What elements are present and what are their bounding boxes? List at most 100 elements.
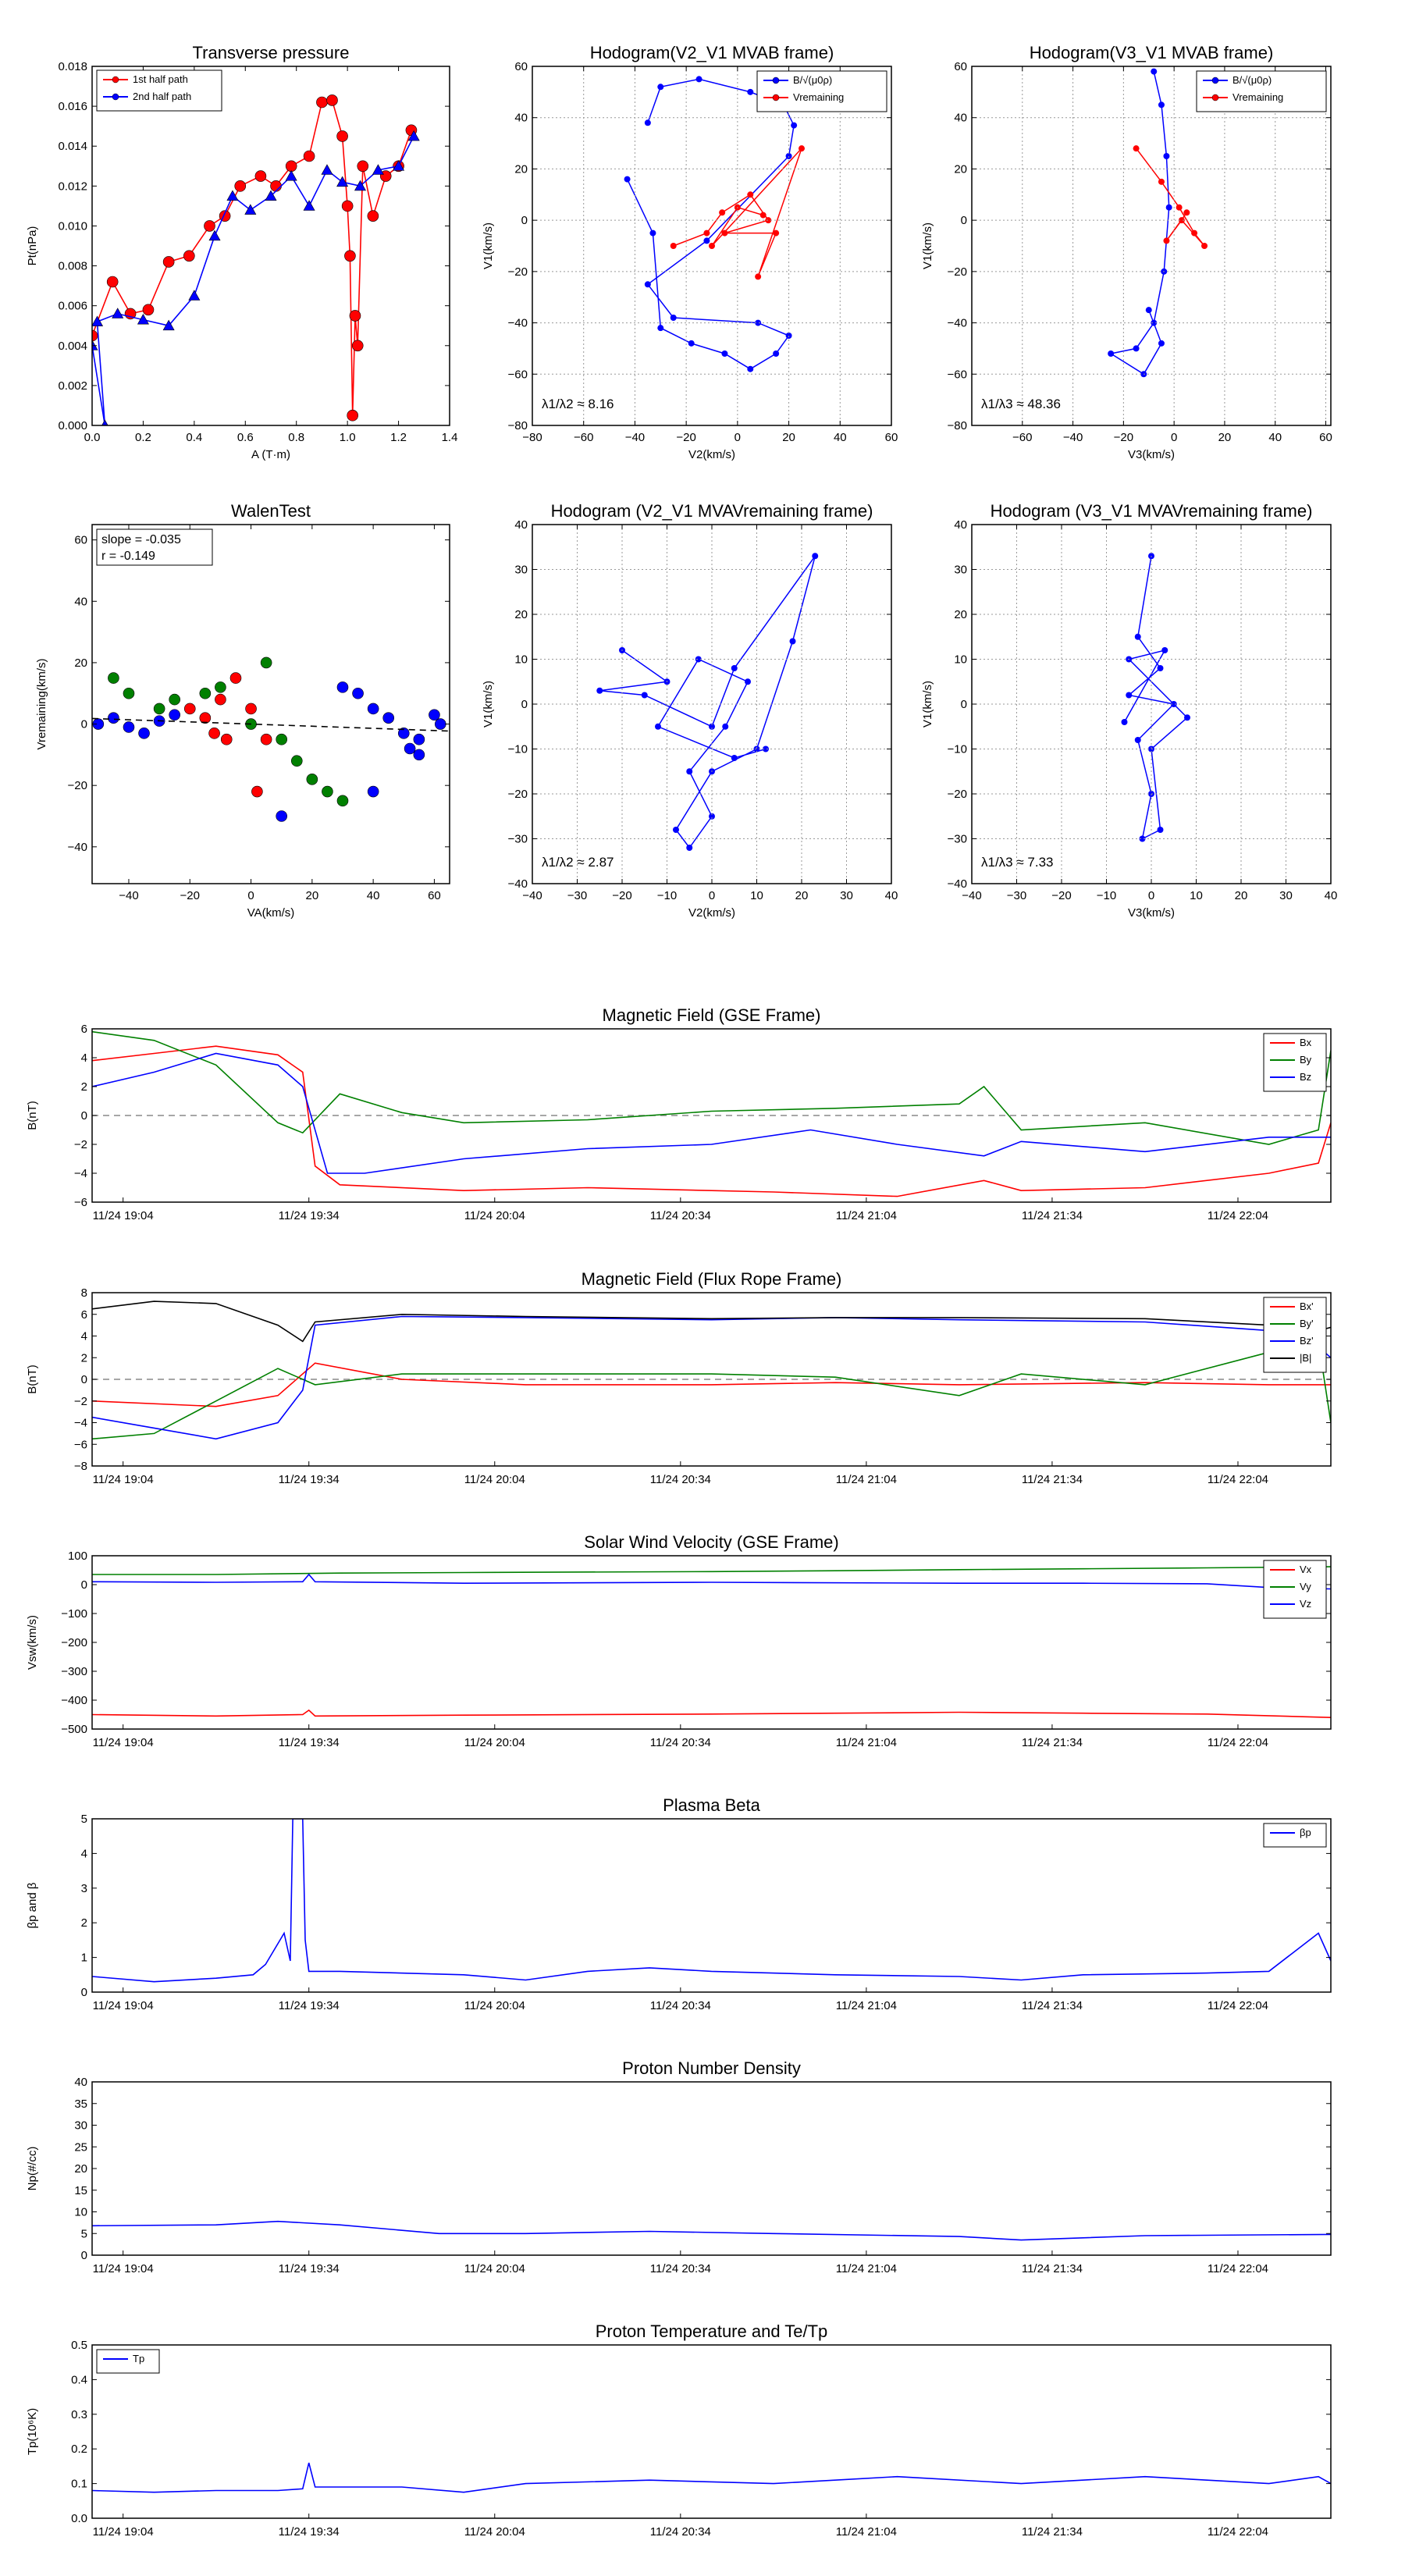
point-v-3	[1191, 229, 1198, 237]
y-tick-label: 0	[81, 1373, 87, 1386]
time-tick-label: 11/24 20:04	[464, 1209, 525, 1222]
point-7	[789, 638, 796, 645]
chart-walen-test-plot-area	[92, 656, 450, 822]
chart-tp: 0.0 0.1 0.2 0.3 0.4 0.5 Proton Temperature and…	[26, 2322, 1332, 2539]
chart-tp-frame	[91, 2344, 1332, 2519]
point-v-0	[1133, 145, 1140, 152]
point-v-7	[755, 273, 762, 280]
y-tick-label: 0.016	[58, 100, 87, 113]
point-blue-12	[429, 709, 440, 721]
point-b-18	[644, 119, 651, 126]
y-tick-label: 20	[514, 162, 528, 176]
point-1st-half-8	[234, 180, 247, 192]
series-vsw-2	[92, 1573, 1331, 1590]
x-tick-label: 40	[367, 889, 380, 902]
point-2nd-half-7	[208, 229, 221, 241]
x-axis-label: A (T·m)	[251, 448, 290, 461]
point-2	[596, 687, 603, 694]
point-2nd-half-13	[321, 164, 333, 175]
x-tick-label: 60	[1319, 431, 1332, 444]
y-tick-label: 0	[521, 698, 528, 711]
point-v-8	[799, 145, 805, 152]
y-tick-label: −6	[74, 1196, 87, 1209]
eigenvalue-ratio: λ1/λ2 ≈ 2.87	[542, 855, 614, 870]
x-tick-label: 20	[1218, 431, 1232, 444]
point-2nd-half-10	[265, 190, 277, 201]
y-tick-label: 35	[74, 2097, 87, 2111]
x-tick-label: −20	[676, 431, 695, 444]
chart-title: Proton Temperature and Te/Tp	[596, 2322, 828, 2341]
time-tick-label: 11/24 22:04	[1208, 1473, 1268, 1486]
y-tick-label: −30	[948, 833, 967, 846]
y-tick-label: −500	[61, 1723, 87, 1736]
legend-box	[1263, 1823, 1327, 1848]
point-v-6	[773, 229, 780, 237]
time-tick-label: 11/24 19:34	[279, 1736, 340, 1749]
time-tick-label: 11/24 21:04	[836, 1999, 897, 2012]
y-tick-label: −60	[508, 368, 528, 381]
point-b-4	[721, 350, 728, 357]
point-19	[763, 745, 769, 753]
point-b-16	[695, 76, 702, 83]
x-tick-label: −30	[567, 889, 587, 902]
y-tick-label: −10	[948, 743, 967, 756]
x-tick-label: 40	[1268, 431, 1282, 444]
legend-marker-0	[772, 76, 780, 84]
point-10	[1184, 714, 1190, 721]
point-b-13	[791, 122, 798, 129]
x-tick-label: 1.0	[340, 431, 356, 444]
legend: βp	[1263, 1823, 1327, 1848]
y-tick-label: 60	[74, 534, 87, 547]
legend: Bx' By' Bz' |B|	[1263, 1297, 1327, 1373]
y-tick-label: −6	[74, 1438, 87, 1451]
point-v-1	[703, 229, 710, 237]
chart-bfr-plot-area	[92, 1300, 1331, 1440]
legend-label-1: By'	[1300, 1318, 1314, 1329]
chart-beta-frame	[91, 1818, 1332, 1993]
time-tick-label: 11/24 20:34	[650, 1999, 711, 2012]
chart-title: WalenTest	[231, 501, 311, 521]
y-tick-label: 0.5	[71, 2339, 87, 2352]
y-tick-label: −200	[61, 1636, 87, 1649]
time-tick-label: 11/24 19:34	[279, 1999, 340, 2012]
y-tick-label: 0.4	[71, 2373, 87, 2386]
point-b-2	[1163, 153, 1170, 159]
point-blue-5	[169, 709, 180, 721]
x-tick-label: −20	[1051, 889, 1071, 902]
x-axis-label: V2(km/s)	[688, 448, 735, 461]
point-v-6	[1163, 237, 1170, 244]
point-1st-half-18	[347, 409, 358, 422]
x-tick-label: 0.6	[237, 431, 254, 444]
y-tick-label: −30	[508, 833, 528, 846]
point-18	[731, 755, 738, 761]
time-tick-label: 11/24 21:34	[1022, 2525, 1083, 2539]
point-v-5	[721, 229, 728, 237]
time-tick-label: 11/24 21:34	[1022, 2262, 1083, 2275]
series-b-line	[1109, 71, 1170, 375]
point-16	[695, 656, 702, 663]
point-v-3	[747, 191, 754, 198]
y-tick-label: −20	[508, 788, 528, 801]
y-tick-label: 25	[74, 2140, 87, 2154]
point-red-3	[229, 672, 242, 684]
time-tick-label: 11/24 22:04	[1208, 2525, 1268, 2539]
point-3	[641, 692, 648, 699]
y-tick-label: 40	[514, 518, 528, 532]
series-v-line	[1136, 148, 1205, 247]
series-bgse-2	[92, 1052, 1331, 1174]
y-tick-label: −2	[74, 1395, 87, 1408]
point-2nd-half-16	[372, 164, 384, 175]
legend-marker-1	[1211, 94, 1219, 101]
point-2nd-half-14	[336, 176, 349, 187]
legend-label-1: By	[1300, 1054, 1312, 1066]
x-tick-label: −30	[1007, 889, 1026, 902]
point-b-9	[1158, 340, 1165, 347]
y-tick-label: 30	[74, 2119, 87, 2133]
time-tick-label: 11/24 21:34	[1022, 1736, 1083, 1749]
time-tick-label: 11/24 20:04	[464, 1736, 525, 1749]
legend-label-0: B/√(μ0ρ)	[1232, 74, 1272, 86]
time-tick-label: 11/24 19:04	[93, 1473, 154, 1486]
time-tick-label: 11/24 22:04	[1208, 1999, 1268, 2012]
point-5	[731, 665, 738, 671]
y-axis-label: Vremaining(km/s)	[35, 659, 48, 750]
